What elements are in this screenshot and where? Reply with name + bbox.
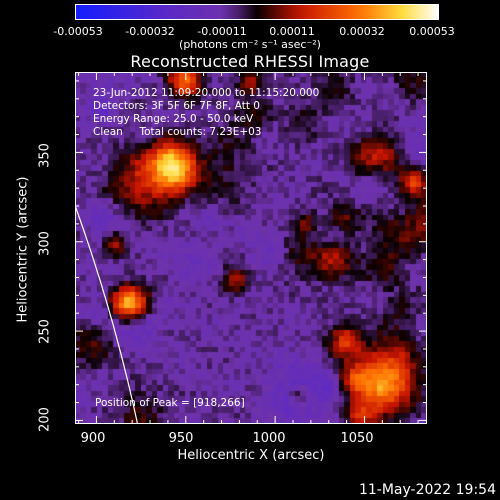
- y-tick-label: 200: [37, 407, 53, 432]
- colorbar-tick: -0.00032: [125, 25, 175, 38]
- colorbar-units: (photons cm⁻² s⁻¹ asec⁻²): [179, 38, 321, 51]
- annotation-detectors: Detectors: 3F 5F 6F 7F 8F, Att 0: [93, 100, 260, 112]
- colorbar-tick: -0.00053: [53, 25, 103, 38]
- x-tick-label: 1050: [340, 431, 374, 446]
- solar-limb-line: [75, 205, 139, 424]
- plot-overlay: [75, 72, 427, 424]
- annotation-counts: Clean Total counts: 7.23E+03: [93, 126, 262, 138]
- annotation-energy: Energy Range: 25.0 - 50.0 keV: [93, 113, 254, 125]
- annotation-block: 23-Jun-2012 11:09:20.000 to 11:15:20.000…: [93, 87, 319, 139]
- annotation-time: 23-Jun-2012 11:09:20.000 to 11:15:20.000: [93, 87, 320, 99]
- colorbar-tick: 0.00011: [269, 25, 315, 38]
- y-axis-label: Heliocentric Y (arcsec): [15, 176, 31, 323]
- chart-title: Reconstructed RHESSI Image: [130, 52, 370, 71]
- colorbar-tick: 0.00053: [409, 25, 455, 38]
- colorbar: [75, 4, 439, 20]
- x-tick-label: 1000: [252, 431, 286, 446]
- plot-frame: [75, 72, 427, 424]
- heatmap-image: [75, 72, 427, 424]
- colorbar-tick: -0.00011: [197, 25, 247, 38]
- y-tick-label: 300: [37, 231, 53, 256]
- y-tick-label: 350: [37, 143, 53, 168]
- x-tick-label: 950: [168, 431, 194, 446]
- peak-annotation: Position of Peak = [918,266]: [95, 397, 245, 409]
- colorbar-tick: 0.00032: [339, 25, 385, 38]
- y-tick-label: 250: [37, 319, 53, 344]
- footer-timestamp: 11-May-2022 19:54: [358, 482, 496, 498]
- x-tick-label: 900: [80, 431, 106, 446]
- plot-area: [75, 72, 427, 424]
- x-axis-label: Heliocentric X (arcsec): [177, 448, 325, 463]
